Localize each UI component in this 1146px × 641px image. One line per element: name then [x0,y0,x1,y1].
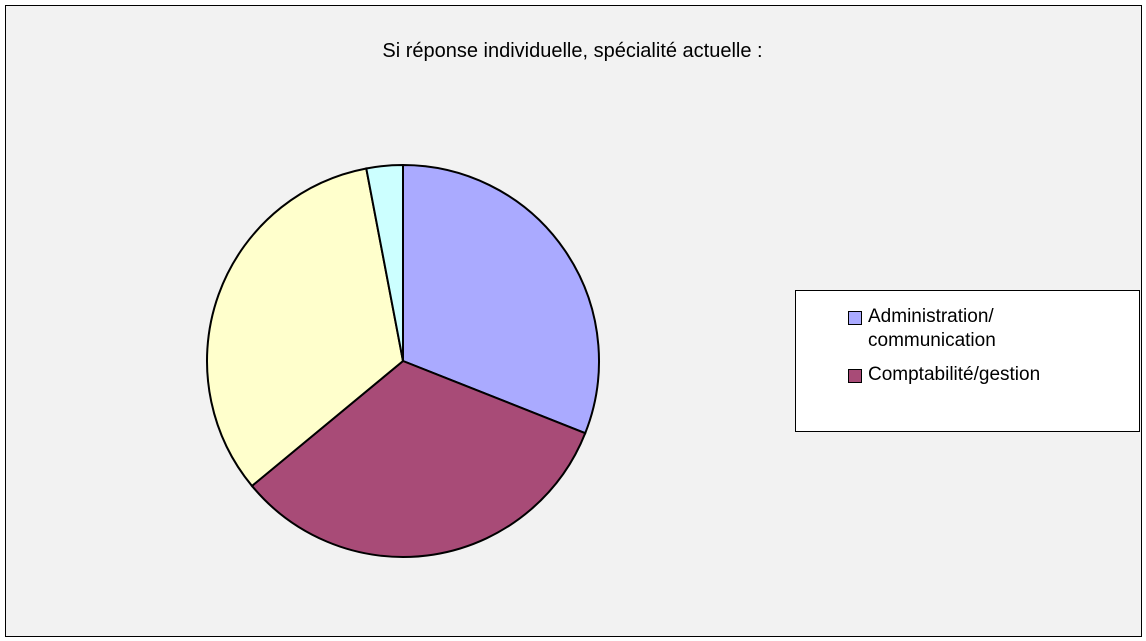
legend-item: Administration/ communication [848,305,1139,353]
legend-item: Comptabilité/gestion [848,363,1139,387]
legend: Administration/ communication Comptabilit… [795,290,1140,432]
pie-slice [250,359,587,558]
legend-label: Administration/ communication [868,306,996,351]
pie-slice [402,163,600,435]
pie-slice [365,163,404,362]
legend-swatch [848,311,862,325]
legend-swatch [848,369,862,383]
legend-label: Comptabilité/gestion [868,364,1041,385]
pie-slice [206,167,405,488]
chart-title: Si réponse individuelle, spécialité actu… [382,40,763,62]
